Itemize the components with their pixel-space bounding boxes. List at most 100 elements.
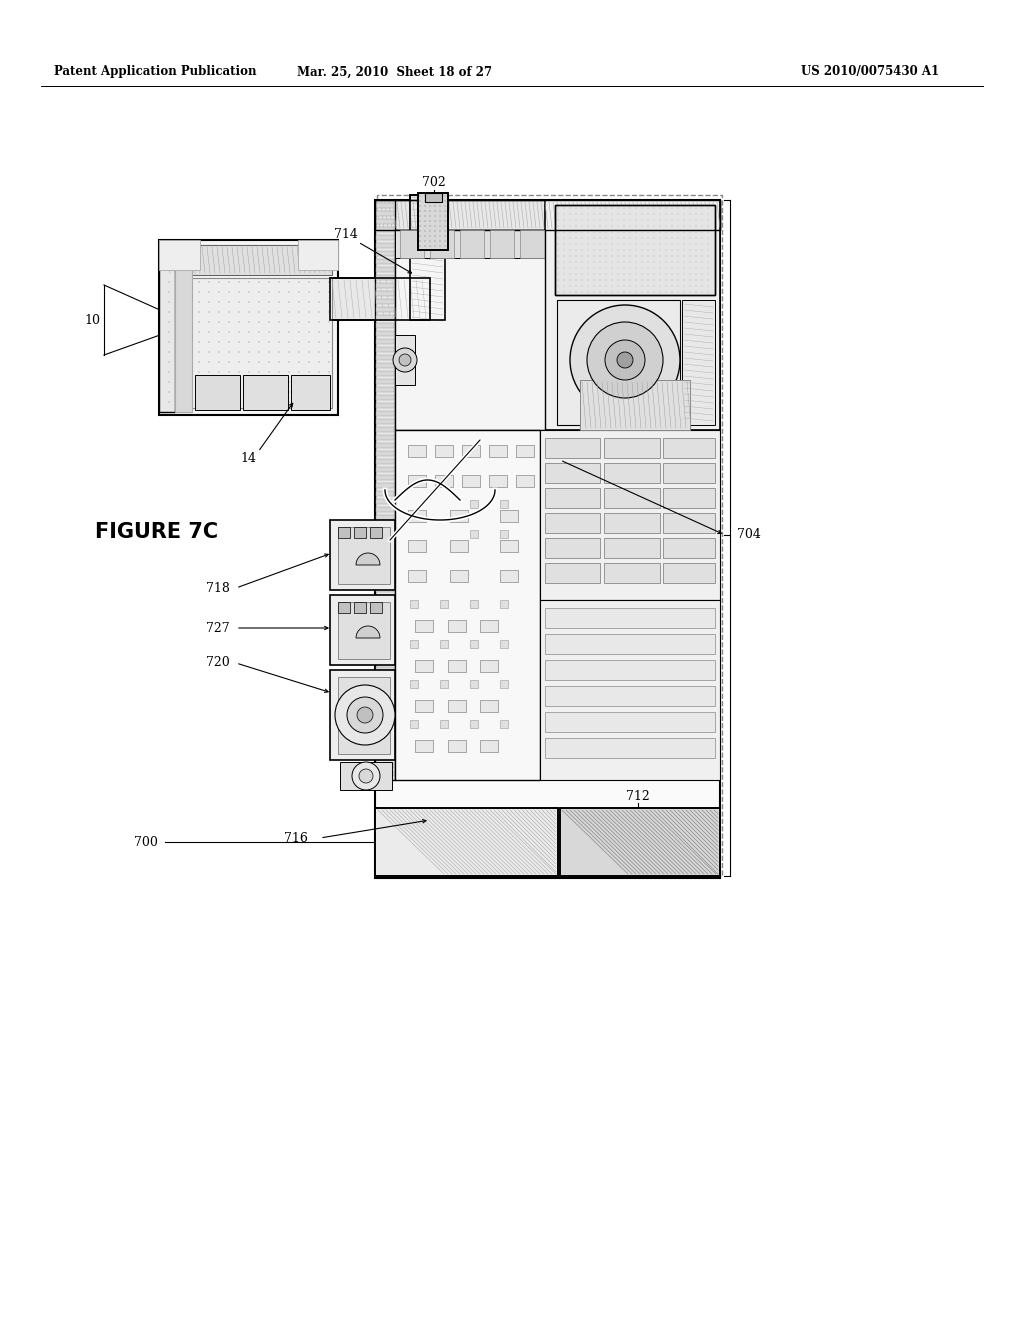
Bar: [449, 741, 466, 752]
Circle shape: [218, 292, 220, 293]
Bar: [376, 587, 394, 591]
Bar: [500, 510, 518, 521]
Bar: [376, 564, 394, 568]
Bar: [376, 763, 394, 768]
Circle shape: [228, 381, 229, 383]
Bar: [376, 290, 394, 296]
Circle shape: [288, 381, 290, 383]
Bar: [376, 682, 394, 688]
Circle shape: [399, 354, 411, 366]
Circle shape: [279, 371, 280, 372]
Circle shape: [329, 292, 330, 293]
Bar: [376, 499, 394, 504]
Bar: [500, 500, 508, 508]
Bar: [338, 602, 390, 659]
Circle shape: [188, 331, 189, 333]
Text: 718: 718: [206, 582, 230, 594]
Circle shape: [329, 312, 330, 313]
Bar: [545, 711, 715, 733]
Bar: [540, 430, 720, 601]
Bar: [376, 731, 394, 737]
Bar: [376, 739, 394, 744]
Circle shape: [329, 351, 330, 352]
Circle shape: [199, 381, 200, 383]
Circle shape: [218, 381, 220, 383]
Circle shape: [199, 301, 200, 302]
Circle shape: [178, 301, 180, 302]
Bar: [376, 603, 394, 609]
Circle shape: [258, 381, 260, 383]
Bar: [400, 230, 424, 257]
Circle shape: [248, 281, 250, 282]
Circle shape: [444, 215, 445, 216]
Bar: [376, 203, 394, 209]
Bar: [435, 445, 453, 457]
Circle shape: [434, 230, 436, 232]
Bar: [376, 211, 394, 216]
Bar: [376, 554, 394, 560]
Circle shape: [329, 331, 330, 333]
Circle shape: [298, 321, 300, 323]
Circle shape: [424, 235, 426, 236]
Circle shape: [228, 331, 229, 333]
Circle shape: [258, 391, 260, 393]
Bar: [375, 201, 720, 230]
Circle shape: [298, 312, 300, 313]
Circle shape: [444, 246, 445, 247]
Circle shape: [178, 312, 180, 313]
Circle shape: [168, 341, 170, 343]
Circle shape: [239, 321, 240, 323]
Bar: [375, 201, 720, 230]
Circle shape: [429, 246, 431, 247]
Bar: [370, 527, 382, 539]
Circle shape: [258, 331, 260, 333]
Circle shape: [329, 341, 330, 343]
Circle shape: [248, 331, 250, 333]
Circle shape: [419, 195, 421, 197]
Circle shape: [258, 312, 260, 313]
Bar: [440, 680, 449, 688]
Circle shape: [419, 226, 421, 227]
Bar: [338, 677, 390, 754]
Circle shape: [218, 321, 220, 323]
Circle shape: [248, 312, 250, 313]
Circle shape: [199, 371, 200, 372]
Circle shape: [188, 281, 189, 282]
Circle shape: [199, 351, 200, 352]
Circle shape: [208, 362, 210, 363]
Bar: [663, 463, 715, 483]
Circle shape: [178, 281, 180, 282]
Circle shape: [239, 381, 240, 383]
Bar: [604, 564, 660, 583]
Circle shape: [239, 341, 240, 343]
Circle shape: [199, 341, 200, 343]
Bar: [555, 205, 715, 294]
Bar: [376, 507, 394, 512]
Bar: [376, 619, 394, 624]
Polygon shape: [356, 553, 380, 565]
Circle shape: [308, 391, 310, 393]
Bar: [545, 463, 600, 483]
Circle shape: [434, 215, 436, 216]
Circle shape: [178, 321, 180, 323]
Circle shape: [429, 240, 431, 242]
Bar: [376, 635, 394, 640]
Bar: [418, 193, 449, 249]
Circle shape: [308, 371, 310, 372]
Bar: [500, 570, 518, 582]
Text: 14: 14: [240, 451, 256, 465]
Circle shape: [239, 351, 240, 352]
Circle shape: [288, 301, 290, 302]
Circle shape: [288, 362, 290, 363]
Circle shape: [228, 321, 229, 323]
Bar: [376, 515, 394, 520]
Bar: [376, 723, 394, 729]
Circle shape: [587, 322, 663, 399]
Circle shape: [288, 321, 290, 323]
Bar: [520, 230, 544, 257]
Bar: [440, 719, 449, 729]
Circle shape: [393, 348, 417, 372]
Circle shape: [288, 351, 290, 352]
Bar: [470, 719, 478, 729]
Circle shape: [298, 391, 300, 393]
